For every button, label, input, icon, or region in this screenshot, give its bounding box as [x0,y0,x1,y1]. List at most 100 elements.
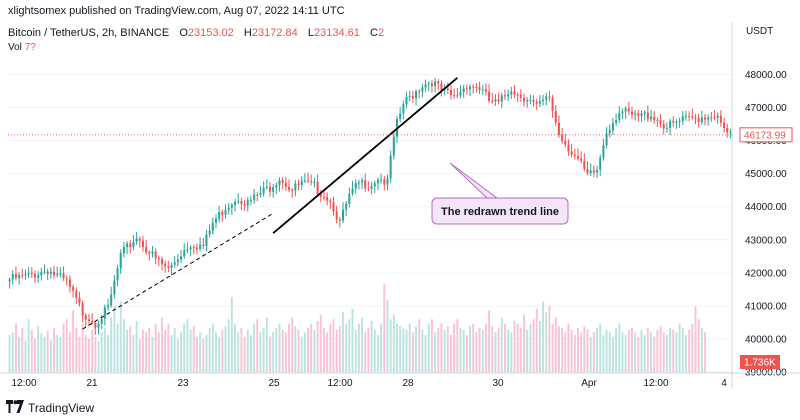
candle-body [361,180,364,183]
candle-body [211,222,214,231]
candle-body [469,86,472,90]
volume-bar [529,323,532,372]
volume-bar [240,328,243,372]
volume-bar [681,328,684,372]
volume-bar [434,332,437,372]
candle-body [526,100,529,102]
candle-body [589,170,592,174]
candle-body [688,115,691,117]
candle-body [68,279,71,287]
volume-bar [637,336,640,372]
volume-bar [399,326,402,372]
volume-bar [688,329,691,372]
volume-bar [354,329,357,372]
candle-body [430,83,433,87]
volume-bar [18,336,21,372]
volume-bar [126,329,129,372]
volume-bar [484,323,487,372]
candle-body [319,193,322,197]
candle-body [646,112,649,120]
volume-bar [205,335,208,372]
candle-body [351,188,354,194]
volume-bar [596,328,598,372]
candle-body [507,94,510,97]
volume-bar [221,329,224,372]
candle-body [624,108,627,112]
candle-body [94,322,97,328]
volume-bar [551,323,554,372]
candle-body [596,169,599,173]
volume-bar [145,332,148,372]
volume-bar [631,328,633,372]
candle-body [284,182,287,187]
volume-bar [437,328,440,372]
volume-bar [650,332,652,372]
candle-body [399,113,402,119]
volume-bar [313,329,316,372]
candle-body [291,189,294,191]
volume-bar [262,328,265,372]
candle-body [278,180,281,186]
time-axis: 12:00 21 23 25 12:00 28 30 Apr 12:00 4 [0,372,800,389]
volume-bar [386,299,389,372]
volume-bar [288,323,290,372]
candle-body [107,305,110,308]
candle-body [700,117,703,123]
close-label: C [370,27,378,39]
volume-bar [548,306,551,372]
volume-bar [573,335,576,372]
candle-body [119,253,122,269]
volume-bar [40,333,43,372]
volume-bar [656,329,659,372]
volume-bar [615,328,618,372]
low-value: 23134.61 [314,27,360,39]
volume-bar [643,335,646,372]
volume-bar [510,332,513,372]
volume-bar [208,328,211,372]
time-tick-label: 25 [268,378,280,389]
candle-body [195,247,198,250]
volume-bar [577,328,579,372]
candle-body [522,97,526,102]
volume-bar [561,328,564,372]
volume-bar [186,319,189,372]
volume-bar [53,328,55,372]
volume-bar [669,328,672,372]
candle-body [122,247,125,254]
candle-body [43,271,46,273]
candlestick-chart[interactable]: USDT39000.0040000.0041000.0042000.004300… [0,0,800,396]
candle-body [599,157,602,170]
volume-bar [440,323,443,372]
volume-bar [234,323,236,372]
candle-body [224,209,227,215]
volume-bar [300,336,303,372]
candle-body [672,120,675,123]
last-price-label: 46173.99 [744,130,786,141]
candle-body [437,81,440,84]
candle-body [11,274,14,280]
volume-bar [316,320,319,372]
candle-body [262,187,265,194]
volume-bar [180,332,183,372]
candle-body [145,247,148,253]
candle-body [138,238,141,241]
candle-body [322,196,325,198]
volume-bar [367,328,370,372]
candle-body [440,83,443,91]
volume-bar [491,326,494,372]
volume-bar [272,332,275,372]
volume-bar [21,328,24,372]
open-label: O [179,27,188,39]
candle-body [189,247,192,250]
volume-bar [567,323,570,372]
volume-bar [157,332,160,372]
candle-body [300,180,303,186]
candle-body [59,273,62,275]
volume-bar [100,332,103,372]
volume-bar [49,340,52,372]
footer-bar: TradingView [0,396,800,420]
candle-body [446,88,449,90]
low-label: L [307,27,314,39]
volume-bar [297,329,300,372]
time-tick-label: 12:00 [11,378,36,389]
